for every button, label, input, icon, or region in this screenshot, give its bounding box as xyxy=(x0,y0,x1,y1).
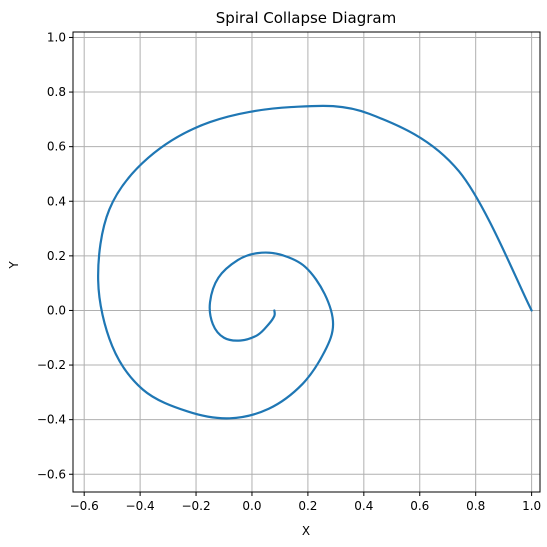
y-tick-label: −0.2 xyxy=(37,358,66,372)
y-axis-label: Y xyxy=(7,261,21,270)
y-tick-label: 0.0 xyxy=(47,303,66,317)
series-layer xyxy=(97,104,533,420)
chart-title: Spiral Collapse Diagram xyxy=(216,9,396,27)
x-tick-label: 0.8 xyxy=(466,499,485,513)
x-tick-label: −0.6 xyxy=(70,499,99,513)
x-tick-label: −0.4 xyxy=(126,499,155,513)
y-tick-label: 1.0 xyxy=(47,30,66,44)
plot-frame xyxy=(72,31,541,493)
x-tick-label: 0.4 xyxy=(354,499,373,513)
x-axis-label: X xyxy=(302,524,310,538)
y-tick-label: 0.6 xyxy=(47,140,66,154)
y-tick-label: −0.4 xyxy=(37,413,66,427)
x-tick-label: 0.0 xyxy=(242,499,261,513)
ticks: −0.6 −0.4 −0.2 0.0 0.2 0.4 0.6 0.8 1.0 −0.6 −0.4 −0… xyxy=(37,30,541,513)
grid xyxy=(73,32,540,492)
x-tick-label: −0.2 xyxy=(181,499,210,513)
y-tick-label: 0.8 xyxy=(47,85,66,99)
x-tick-label: 0.2 xyxy=(298,499,317,513)
y-tick-label: 0.2 xyxy=(47,249,66,263)
y-tick-label: 0.4 xyxy=(47,194,66,208)
x-tick-label: 0.6 xyxy=(410,499,429,513)
x-tick-label: 1.0 xyxy=(522,499,541,513)
y-tick-label: −0.6 xyxy=(37,467,66,481)
spiral-series-line xyxy=(97,104,533,420)
